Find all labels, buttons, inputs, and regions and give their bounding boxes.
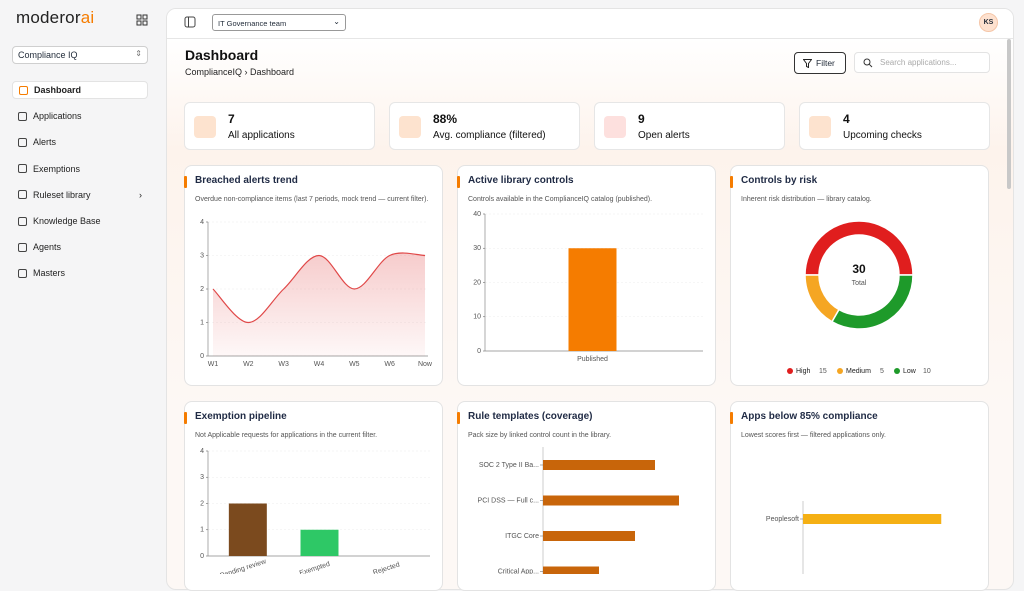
nav-item[interactable]: Dashboard bbox=[12, 81, 148, 99]
page-title: Dashboard bbox=[185, 47, 259, 63]
chart-card: Active library controls Controls availabl… bbox=[457, 165, 716, 386]
nav-item[interactable]: Agents bbox=[12, 238, 148, 256]
card-title: Exemption pipeline bbox=[195, 411, 287, 422]
chart-card: Apps below 85% compliance Lowest scores f… bbox=[730, 401, 989, 591]
card-subtitle: Pack size by linked control count in the… bbox=[468, 432, 612, 439]
nav-label: Ruleset library bbox=[33, 189, 91, 200]
kpi-value: 7 bbox=[228, 112, 235, 126]
kpi-value: 4 bbox=[843, 112, 850, 126]
logo-accent: ai bbox=[80, 8, 95, 27]
kpi-icon bbox=[809, 116, 831, 138]
nav-icon bbox=[19, 85, 28, 95]
nav-label: Alerts bbox=[33, 137, 57, 148]
card-title: Apps below 85% compliance bbox=[741, 411, 878, 422]
chart-card: Controls by risk Inherent risk distributi… bbox=[730, 165, 989, 386]
nav-icon bbox=[18, 242, 27, 252]
card-subtitle: Not Applicable requests for applications… bbox=[195, 432, 378, 439]
nav-item[interactable]: Alerts bbox=[12, 133, 148, 151]
card-subtitle: Lowest scores first — filtered applicati… bbox=[741, 432, 886, 439]
chart-card: Rule templates (coverage) Pack size by li… bbox=[457, 401, 716, 591]
workspace-select[interactable]: Compliance IQ ⇕ bbox=[12, 46, 148, 64]
nav-item[interactable]: Masters bbox=[12, 264, 148, 282]
card-subtitle: Controls available in the ComplianceIQ c… bbox=[468, 196, 653, 203]
nav-item[interactable]: Applications bbox=[12, 107, 148, 125]
card-subtitle: Inherent risk distribution — library cat… bbox=[741, 196, 872, 203]
team-name: IT Governance team bbox=[218, 19, 287, 28]
breadcrumb-item: Dashboard bbox=[250, 67, 295, 77]
kpi-icon bbox=[194, 116, 216, 138]
nav-label: Agents bbox=[33, 242, 62, 253]
breadcrumb-item[interactable]: ComplianceIQ bbox=[185, 67, 243, 77]
nav-icon bbox=[18, 216, 27, 226]
accent-bar bbox=[730, 176, 733, 188]
chart-card: Exemption pipeline Not Applicable request… bbox=[184, 401, 443, 591]
kpi-card[interactable]: 9 Open alerts bbox=[594, 102, 785, 150]
chevron: › bbox=[139, 189, 142, 200]
filter-label: Filter bbox=[816, 58, 835, 68]
card-title: Active library controls bbox=[468, 175, 574, 186]
nav-icon bbox=[18, 268, 27, 278]
accent-bar bbox=[730, 412, 733, 424]
apps-icon[interactable] bbox=[136, 14, 148, 26]
logo[interactable]: moderorai bbox=[16, 8, 94, 28]
kpi-label: Avg. compliance (filtered) bbox=[433, 130, 546, 141]
kpi-card[interactable]: 7 All applications bbox=[184, 102, 375, 150]
workspace-name: Compliance IQ bbox=[18, 50, 78, 60]
accent-bar bbox=[457, 412, 460, 424]
card-subtitle: Overdue non-compliance items (last 7 per… bbox=[195, 196, 429, 203]
search-input[interactable]: Search applications... bbox=[854, 52, 990, 73]
accent-bar bbox=[457, 176, 460, 188]
kpi-icon bbox=[604, 116, 626, 138]
nav-icon bbox=[18, 137, 27, 147]
team-select[interactable]: IT Governance team ⌄ bbox=[212, 14, 346, 31]
breadcrumb: ComplianceIQ › Dashboard bbox=[185, 67, 295, 77]
card-title: Breached alerts trend bbox=[195, 175, 298, 186]
nav-item[interactable]: Exemptions bbox=[12, 160, 148, 178]
accent-bar bbox=[184, 412, 187, 424]
nav-icon bbox=[18, 164, 27, 174]
nav-label: Exemptions bbox=[33, 163, 81, 174]
kpi-card[interactable]: 88% Avg. compliance (filtered) bbox=[389, 102, 580, 150]
kpi-card[interactable]: 4 Upcoming checks bbox=[799, 102, 990, 150]
kpi-value: 9 bbox=[638, 112, 645, 126]
page: moderorai Compliance IQ ⇕ Dashboard Applic… bbox=[12, 8, 1014, 591]
collapse-button[interactable] bbox=[184, 16, 196, 28]
nav-item[interactable]: Knowledge Base bbox=[12, 212, 148, 230]
kpi-value: 88% bbox=[433, 112, 458, 126]
nav-label: Masters bbox=[33, 268, 66, 279]
card-title: Rule templates (coverage) bbox=[468, 411, 593, 422]
nav-label: Dashboard bbox=[34, 85, 82, 95]
nav-icon bbox=[18, 111, 27, 121]
kpi-label: Upcoming checks bbox=[843, 130, 922, 141]
kpi-label: All applications bbox=[228, 130, 295, 141]
nav-label: Applications bbox=[33, 111, 82, 122]
nav-label: Knowledge Base bbox=[33, 216, 101, 226]
kpi-label: Open alerts bbox=[638, 130, 690, 141]
nav-icon bbox=[18, 190, 27, 200]
search-placeholder: Search applications... bbox=[880, 58, 957, 67]
avatar[interactable]: KS bbox=[979, 13, 998, 32]
filter-button[interactable]: Filter bbox=[794, 52, 846, 74]
kpi-icon bbox=[399, 116, 421, 138]
accent-bar bbox=[184, 176, 187, 188]
chart-card: Breached alerts trend Overdue non-complia… bbox=[184, 165, 443, 386]
scrollbar[interactable] bbox=[1007, 39, 1011, 189]
logo-text: moderor bbox=[16, 8, 81, 27]
nav-item[interactable]: Ruleset library › bbox=[12, 186, 148, 204]
card-title: Controls by risk bbox=[741, 175, 818, 186]
